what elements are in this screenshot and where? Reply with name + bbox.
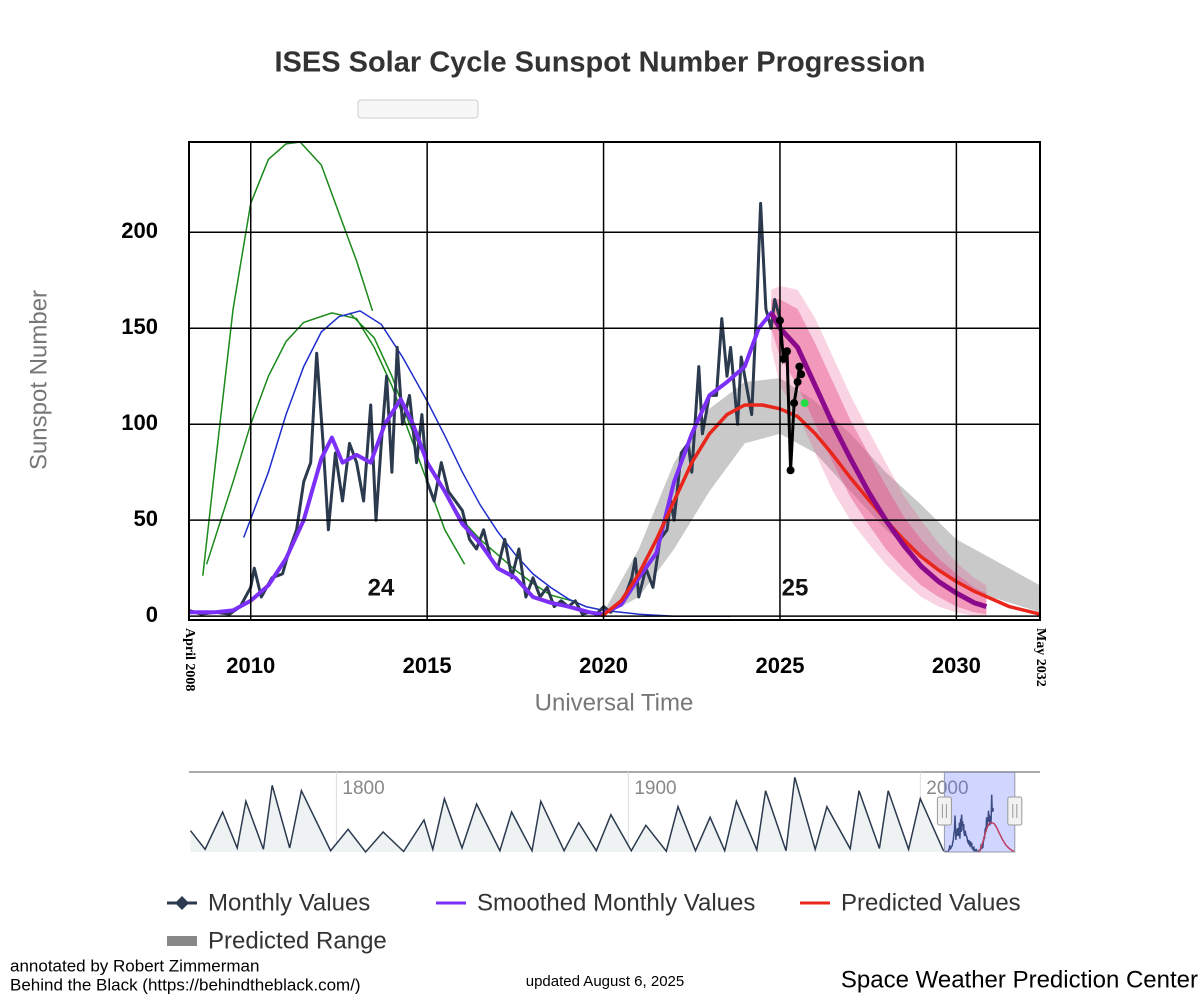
x-tick-label: 2025: [755, 653, 804, 678]
navigator-area: [190, 777, 944, 852]
annotated-point: [793, 377, 802, 386]
navigator-line: [944, 794, 995, 853]
prediction-band-outer: [771, 286, 987, 617]
navigator-tick-label: 1800: [342, 778, 384, 799]
annotated-point: [783, 347, 792, 356]
legend-item[interactable]: Monthly Values: [167, 889, 370, 916]
x-edge-label: April 2008: [182, 628, 197, 691]
y-tick-label: 100: [121, 410, 158, 435]
annotation-curve: [242, 310, 731, 617]
legend-label: Smoothed Monthly Values: [477, 889, 755, 916]
legend-item[interactable]: Predicted Values: [800, 889, 1021, 916]
annotated-point: [786, 466, 795, 475]
x-tick-label: 2010: [226, 653, 275, 678]
legend-label: Monthly Values: [208, 889, 370, 916]
navigator-tick-label: 2000: [926, 778, 968, 799]
y-tick-label: 150: [121, 314, 158, 339]
navigator-handle[interactable]: [1007, 796, 1023, 826]
chart-title: ISES Solar Cycle Sunspot Number Progress…: [274, 47, 925, 79]
navigator-handle[interactable]: [936, 796, 952, 826]
y-tick-label: 50: [134, 506, 158, 531]
x-tick-label: 2020: [579, 653, 628, 678]
y-tick-label: 200: [121, 218, 158, 243]
cycle-label: 24: [368, 574, 395, 601]
navigator-selection: [943, 771, 1016, 853]
prediction-line: [769, 311, 988, 609]
x-edge-label: May 2032: [1033, 628, 1048, 687]
navigator-line: [977, 821, 1016, 853]
cycle-label: 25: [782, 574, 809, 601]
legend-marker: [175, 896, 189, 910]
credit: Space Weather Prediction Center: [841, 966, 1198, 993]
navigator-line: [189, 777, 945, 854]
legend-label: Predicted Values: [841, 889, 1021, 916]
x-tick-label: 2030: [932, 653, 981, 678]
annotation-curve: [202, 142, 374, 576]
y-tick-label: 0: [146, 602, 158, 627]
legend-item[interactable]: Smoothed Monthly Values: [436, 889, 755, 916]
legend-swatch: [167, 936, 197, 946]
legend-item[interactable]: Predicted Range: [167, 927, 387, 954]
plot-border: [188, 141, 1041, 621]
annotated-point: [790, 399, 799, 408]
annotated-point: [795, 362, 804, 371]
updated-date: updated August 6, 2025: [526, 973, 684, 990]
annotation: annotated by Robert Zimmerman: [10, 956, 259, 975]
annotated-point: [797, 370, 806, 379]
plot-area: [189, 142, 1040, 618]
prediction-band-inner: [771, 299, 987, 615]
button[interactable]: [357, 99, 479, 119]
predicted-range: [603, 378, 1040, 617]
x-tick-label: 2015: [403, 653, 452, 678]
latest-point: [800, 399, 809, 408]
annotation: Behind the Black (https://behindtheblack…: [10, 975, 361, 994]
series-line: [189, 201, 782, 616]
navigator-tick-label: 1900: [634, 778, 676, 799]
x-axis-label: Universal Time: [535, 689, 694, 716]
legend-label: Predicted Range: [208, 927, 387, 954]
annotated-point: [779, 354, 788, 363]
y-axis-label: Sunspot Number: [25, 290, 52, 470]
